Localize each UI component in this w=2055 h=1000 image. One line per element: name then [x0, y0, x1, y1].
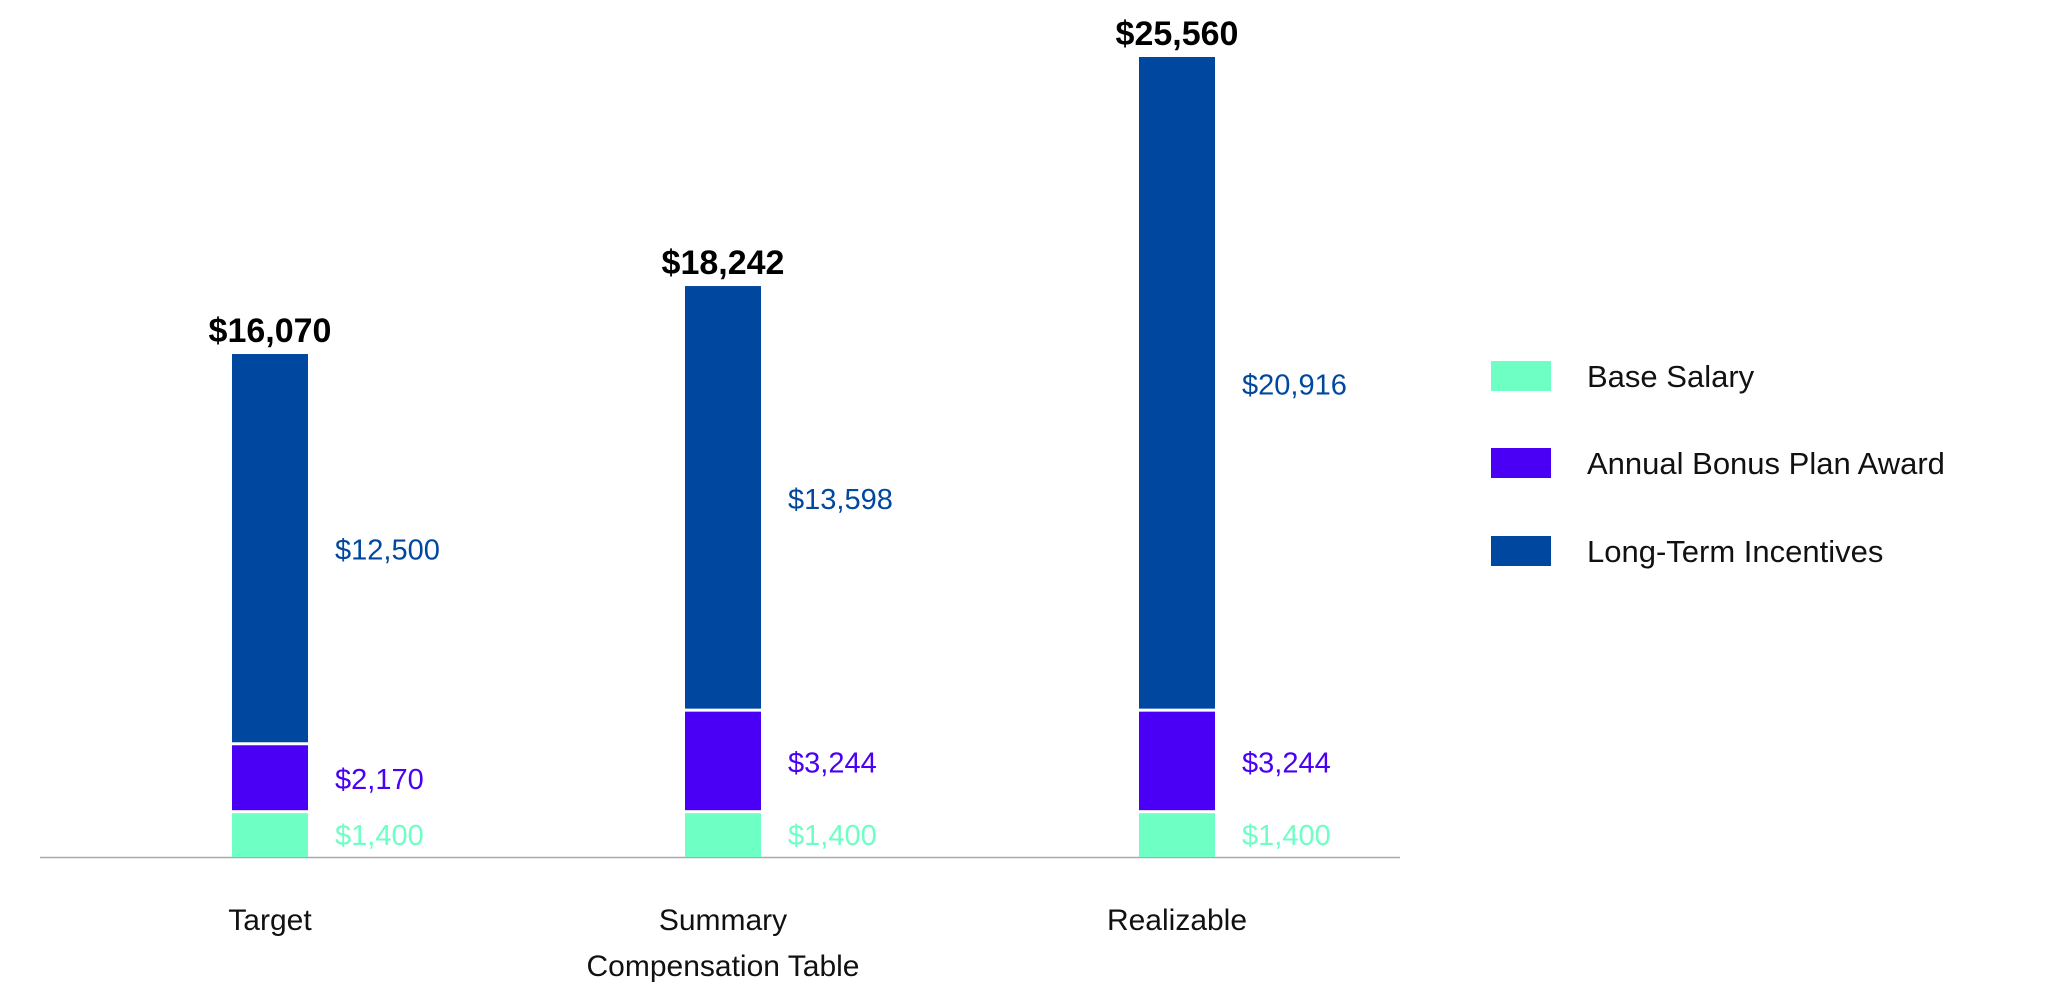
bar-segment: [1139, 813, 1215, 857]
legend-swatch: [1491, 536, 1551, 566]
legend-label: Base Salary: [1587, 359, 1755, 394]
legend-swatch: [1491, 448, 1551, 478]
data-label: $2,170: [335, 764, 424, 796]
data-label: $20,916: [1242, 369, 1347, 401]
x-tick-label: Summary: [659, 904, 787, 937]
legend-swatch: [1491, 361, 1551, 391]
data-label: $1,400: [335, 820, 424, 852]
total-label: $25,560: [1116, 15, 1239, 53]
data-label: $13,598: [788, 484, 893, 516]
data-label: $3,244: [1242, 747, 1331, 779]
x-tick-label: Realizable: [1107, 904, 1247, 937]
data-label: $1,400: [1242, 820, 1331, 852]
bar-segment: [1139, 57, 1215, 709]
bar-segment: [685, 286, 761, 709]
total-label: $18,242: [662, 244, 785, 282]
bar-segment: [685, 711, 761, 811]
bar-segment: [232, 745, 308, 811]
data-label: $12,500: [335, 535, 440, 567]
legend-label: Annual Bonus Plan Award: [1587, 446, 1945, 481]
data-label: $3,244: [788, 747, 877, 779]
data-label: $1,400: [788, 820, 877, 852]
x-tick-label: Compensation Table: [587, 950, 860, 983]
bar-segment: [232, 813, 308, 857]
bar-segment: [685, 813, 761, 857]
bar-segment: [232, 354, 308, 743]
x-tick-label: Target: [228, 904, 312, 937]
legend-label: Long-Term Incentives: [1587, 534, 1883, 569]
total-label: $16,070: [209, 312, 332, 350]
bar-segment: [1139, 711, 1215, 811]
